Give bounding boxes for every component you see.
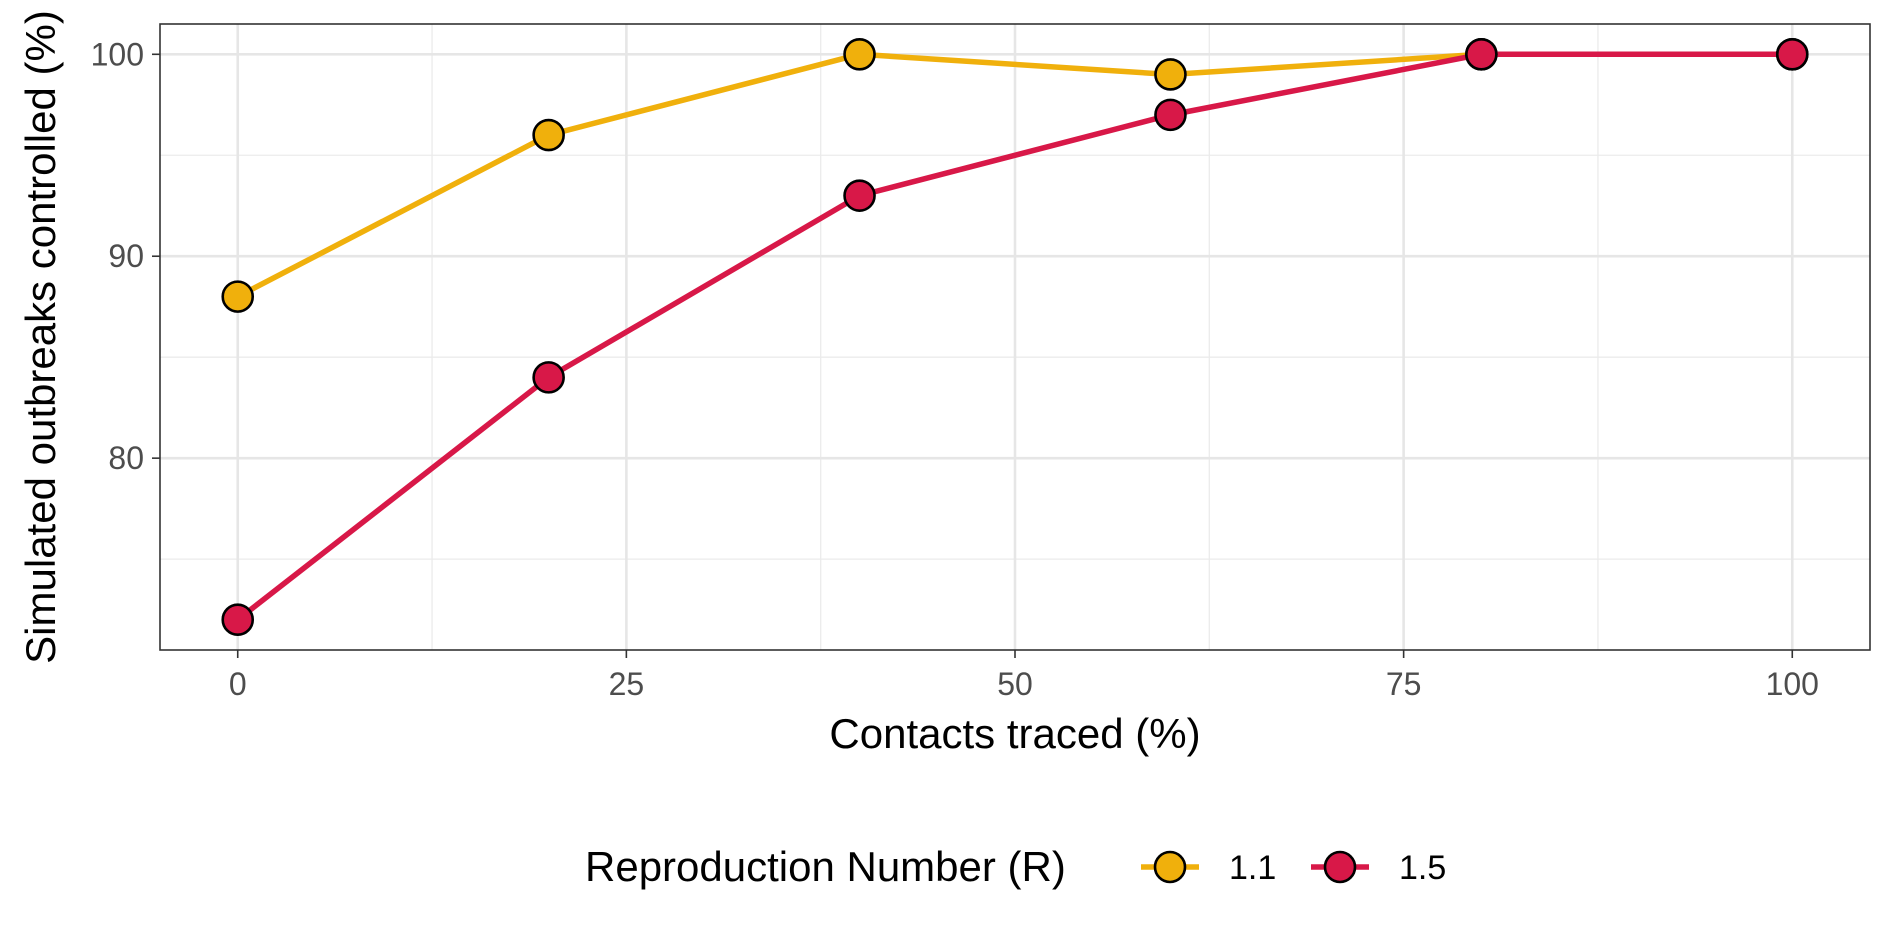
data-point-1-5 — [1465, 37, 1498, 71]
data-point-1-1 — [1154, 58, 1187, 91]
data-point-1-1 — [221, 280, 255, 313]
data-point-1-5 — [221, 603, 255, 637]
legend-items: 1.1 1.5 — [1141, 849, 1446, 887]
series-points — [221, 37, 1809, 637]
data-point-1-5 — [532, 361, 565, 394]
legend-label-1-1: 1.1 — [1229, 849, 1276, 887]
x-axis-title: Contacts traced (%) — [829, 710, 1200, 757]
plot-panel — [159, 23, 1871, 651]
y-axis-title: Simulated outbreaks controlled (%) — [17, 10, 64, 664]
data-point-1-5 — [1154, 98, 1187, 132]
data-point-1-5 — [1775, 37, 1809, 71]
y-tick-label: 90 — [108, 238, 144, 274]
y-axis: 80 90 100 — [91, 36, 160, 476]
x-tick-label: 50 — [997, 666, 1033, 702]
x-axis: 0 25 50 75 100 — [229, 650, 1819, 702]
y-tick-label: 80 — [108, 440, 144, 476]
data-point-1-1 — [843, 37, 876, 71]
data-point-1-1 — [532, 118, 565, 152]
legend-key-point-1-1 — [1153, 850, 1187, 884]
x-tick-label: 0 — [229, 666, 247, 702]
x-tick-label: 75 — [1386, 666, 1422, 702]
legend-label-1-5: 1.5 — [1399, 849, 1446, 887]
series-lines — [236, 51, 1793, 622]
legend-title: Reproduction Number (R) — [585, 843, 1066, 890]
series-line-1-5 — [236, 51, 1793, 622]
legend-key-point-1-5 — [1323, 850, 1357, 884]
x-tick-label: 100 — [1766, 666, 1819, 702]
legend: Reproduction Number (R) 1.1 1.5 — [585, 843, 1446, 890]
x-tick-label: 25 — [609, 666, 645, 702]
y-tick-label: 100 — [91, 36, 144, 72]
data-point-1-5 — [843, 179, 876, 212]
